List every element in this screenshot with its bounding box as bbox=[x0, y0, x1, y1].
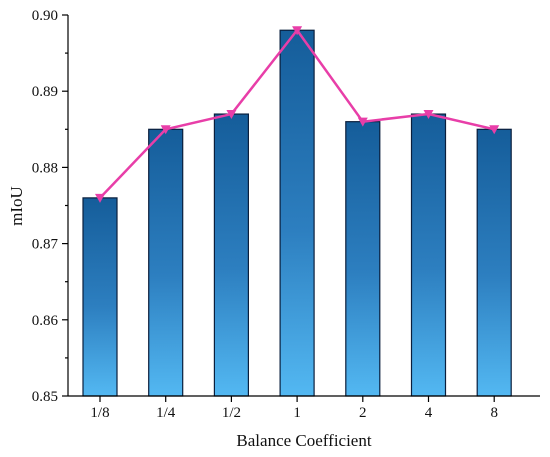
y-tick-label: 0.87 bbox=[32, 237, 59, 253]
line-marker-5 bbox=[357, 117, 368, 127]
x-axis-title: Balance Coefficient bbox=[236, 431, 371, 450]
bar-7 bbox=[476, 128, 512, 397]
bars-layer bbox=[82, 29, 512, 397]
x-tick-label: 4 bbox=[425, 405, 433, 421]
y-tick-label: 0.90 bbox=[32, 8, 58, 24]
y-tick-label: 0.89 bbox=[32, 84, 58, 100]
bar-2 bbox=[148, 128, 184, 397]
bar-6 bbox=[410, 113, 447, 397]
line-marker-4 bbox=[292, 26, 303, 36]
y-tick-label: 0.86 bbox=[32, 313, 59, 329]
x-tick-label: 8 bbox=[490, 405, 498, 421]
line-layer bbox=[95, 26, 500, 203]
x-tick-label: 1 bbox=[293, 405, 301, 421]
y-axis-ticks: 0.85 0.86 0.87 0.88 0.89 0.90 bbox=[32, 8, 68, 405]
bar-1 bbox=[82, 197, 118, 397]
bar-3 bbox=[213, 113, 249, 397]
line-marker-6 bbox=[423, 110, 434, 120]
line-marker-3 bbox=[226, 110, 237, 120]
y-axis-title: mIoU bbox=[7, 186, 26, 226]
x-axis-ticks: 1/8 1/4 1/2 1 2 4 8 bbox=[90, 396, 498, 421]
x-tick-label: 1/2 bbox=[222, 405, 241, 421]
x-tick-label: 2 bbox=[359, 405, 367, 421]
x-tick-label: 1/8 bbox=[90, 405, 109, 421]
y-tick-label: 0.85 bbox=[32, 389, 58, 405]
bar-5 bbox=[345, 121, 381, 397]
line-marker-1 bbox=[95, 193, 105, 203]
x-tick-label: 1/4 bbox=[156, 405, 176, 421]
line-marker-7 bbox=[489, 125, 500, 135]
y-tick-label: 0.88 bbox=[32, 160, 58, 176]
line-marker-2 bbox=[160, 125, 171, 135]
bar-4 bbox=[279, 29, 315, 397]
